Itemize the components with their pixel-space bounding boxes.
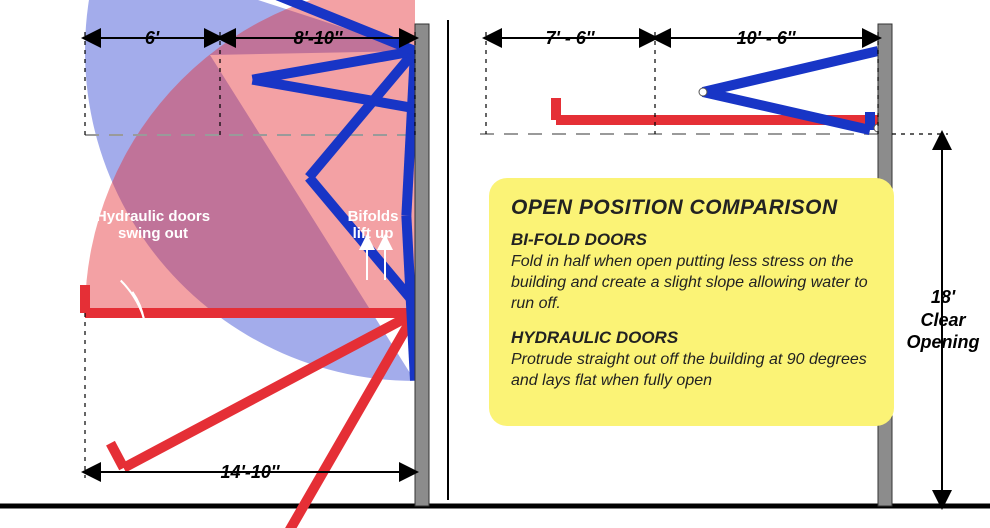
- info-panel: OPEN POSITION COMPARISON BI-FOLD DOORSFo…: [489, 178, 894, 426]
- info-body-text: Protrude straight out off the building a…: [511, 350, 872, 392]
- bifold-lift-label: Bifolds lift up: [338, 208, 408, 243]
- dim-left-top-2: 8'-10'': [258, 28, 378, 49]
- bifold-lift-line1: Bifolds: [348, 208, 399, 225]
- bifold-lift-line2: lift up: [353, 225, 394, 242]
- info-title: OPEN POSITION COMPARISON: [511, 196, 872, 220]
- hydraulic-door-pos-lip: [110, 443, 123, 468]
- hinge-icon: [699, 88, 707, 96]
- hydraulic-swing-line2: swing out: [118, 225, 188, 242]
- bifold-open-upper: [703, 51, 878, 92]
- dim-left-bottom: 14'-10'': [190, 462, 310, 483]
- dim-right-top-2: 10' - 6'': [706, 28, 826, 49]
- info-subheading: BI-FOLD DOORS: [511, 230, 872, 250]
- clear-opening-word2: Opening: [907, 332, 980, 352]
- dim-right-vertical: 18' Clear Opening: [898, 286, 988, 354]
- info-subheading: HYDRAULIC DOORS: [511, 328, 872, 348]
- dim-right-top-1: 7' - 6'': [510, 28, 630, 49]
- dim-left-top-1: 6': [92, 28, 212, 49]
- wall: [415, 24, 429, 506]
- info-body-text: Fold in half when open putting less stre…: [511, 252, 872, 314]
- hydraulic-swing-label: Hydraulic doors swing out: [78, 208, 228, 243]
- clear-opening-word1: Clear: [920, 310, 965, 330]
- clear-opening-value: 18': [931, 287, 955, 307]
- hydraulic-swing-line1: Hydraulic doors: [96, 208, 210, 225]
